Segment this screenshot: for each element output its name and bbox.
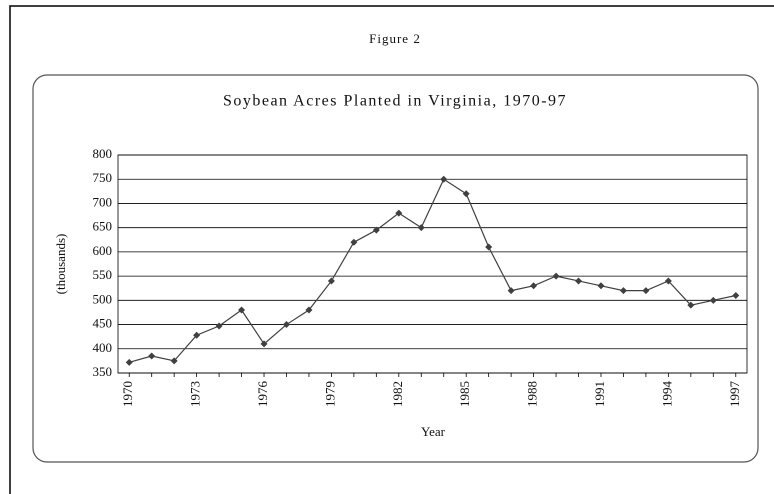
data-point: [575, 277, 583, 285]
data-point: [260, 340, 268, 348]
x-tick-label: 1982: [390, 381, 405, 407]
data-point: [619, 287, 627, 295]
data-point: [372, 226, 380, 234]
data-point: [642, 287, 650, 295]
y-tick-label: 600: [93, 243, 113, 258]
x-axis-label: Year: [421, 424, 446, 439]
data-point: [552, 272, 560, 280]
data-point: [148, 352, 156, 360]
x-tick-label: 1976: [255, 381, 270, 408]
data-point: [462, 190, 470, 198]
data-point: [664, 277, 672, 285]
data-point: [530, 282, 538, 290]
frame: [9, 5, 774, 494]
y-tick-label: 350: [93, 364, 113, 379]
data-point: [395, 209, 403, 217]
data-point: [125, 358, 133, 366]
y-tick-label: 400: [93, 340, 113, 355]
data-point: [709, 296, 717, 304]
data-point: [597, 282, 605, 290]
x-tick-label: 1997: [727, 381, 742, 408]
chart-title: Soybean Acres Planted in Virginia, 1970-…: [223, 93, 567, 110]
data-point: [170, 357, 178, 365]
x-tick-label: 1988: [525, 381, 540, 407]
data-point: [327, 277, 335, 285]
data-point: [440, 175, 448, 183]
y-tick-label: 500: [93, 291, 113, 306]
y-tick-label: 700: [93, 194, 113, 209]
data-point: [417, 224, 425, 232]
data-point: [305, 306, 313, 314]
x-tick-label: 1973: [188, 381, 203, 407]
y-axis-label: (thousands): [53, 234, 68, 295]
figure-label: Figure 2: [369, 31, 421, 46]
data-point: [350, 238, 358, 246]
x-tick-label: 1970: [120, 381, 135, 407]
x-tick-label: 1985: [457, 381, 472, 407]
data-point: [507, 287, 515, 295]
chart-box: [32, 74, 759, 463]
data-point: [215, 322, 223, 330]
x-tick-label: 1991: [592, 381, 607, 407]
data-point: [687, 301, 695, 309]
data-point: [732, 291, 740, 299]
y-tick-label: 650: [93, 219, 113, 234]
x-tick-label: 1979: [322, 381, 337, 407]
y-tick-label: 450: [93, 316, 113, 331]
data-point: [238, 306, 246, 314]
plot-area: [117, 154, 748, 374]
y-tick-label: 750: [93, 170, 113, 185]
series-line: [129, 178, 736, 363]
data-point: [282, 321, 290, 329]
data-point: [193, 331, 201, 339]
data-point: [485, 243, 493, 251]
y-tick-label: 550: [93, 267, 113, 282]
y-tick-label: 800: [93, 146, 113, 161]
x-tick-label: 1994: [659, 381, 674, 408]
